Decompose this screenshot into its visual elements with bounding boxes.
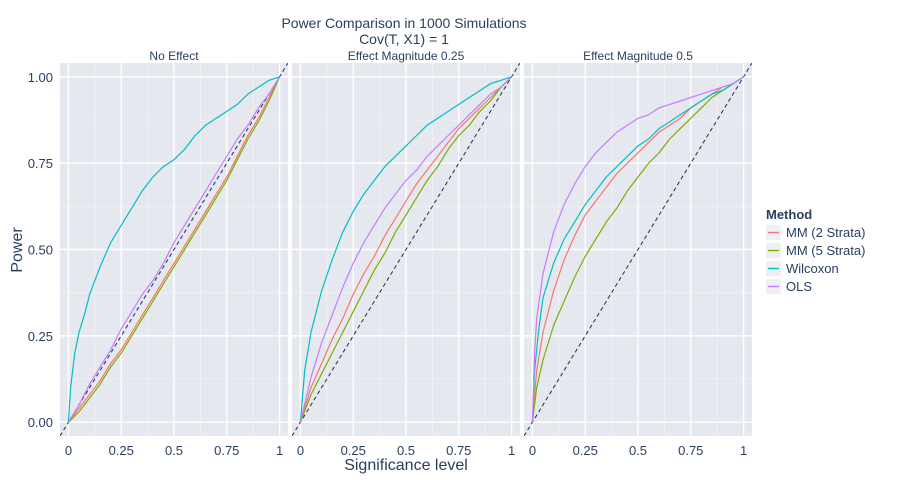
series-line-wilcoxon [299, 76, 512, 423]
panel-strip [524, 48, 752, 63]
panel-1: No Effect 0 0.25 0.5 0.75 1 [60, 48, 288, 458]
legend-label: OLS [786, 279, 812, 294]
series-line-mm-5-strata [67, 76, 281, 423]
x-tick-label: 0.5 [629, 443, 647, 458]
series-line-ols [299, 76, 513, 423]
panel-strip [60, 48, 288, 63]
series-line-ols [531, 76, 744, 423]
legend: Method MM (2 Strata) MM (5 Strata) Wilcoxo… [766, 207, 865, 294]
y-tick-label: 0.00 [28, 415, 53, 430]
x-tick-label: 1 [276, 443, 283, 458]
panel-strip-label: Effect Magnitude 0.25 [348, 49, 465, 63]
chart-subtitle: Cov(T, X1) = 1 [359, 31, 449, 47]
x-tick-label: 0 [65, 443, 72, 458]
series-line-ols [67, 76, 281, 423]
legend-entry: Wilcoxon [766, 261, 839, 276]
x-tick-label: 0.75 [678, 443, 703, 458]
x-tick-label: 0.75 [214, 443, 239, 458]
y-tick-label: 0.25 [28, 329, 53, 344]
legend-entry: MM (2 Strata) [766, 225, 865, 240]
legend-entry: OLS [766, 279, 812, 294]
series-line-mm-2-strata [299, 76, 513, 423]
y-tick-label: 0.50 [28, 243, 53, 258]
panel-strip-label: No Effect [149, 49, 199, 63]
x-tick-label: 0 [529, 443, 536, 458]
x-axis-title: Significance level [344, 457, 468, 474]
legend-title: Method [766, 207, 812, 222]
chart-title: Power Comparison in 1000 Simulations [281, 15, 526, 31]
x-tick-label: 0.5 [165, 443, 183, 458]
x-tick-label: 0.25 [109, 443, 134, 458]
legend-label: MM (2 Strata) [786, 225, 865, 240]
series-line-wilcoxon [67, 76, 280, 423]
y-tick-label: 1.00 [28, 70, 53, 85]
reference-diagonal-line [292, 63, 520, 436]
series-line-wilcoxon [531, 76, 744, 423]
y-tick-label: 0.75 [28, 156, 53, 171]
series-line-mm-5-strata [531, 76, 744, 423]
x-tick-label: 1 [508, 443, 515, 458]
legend-label: Wilcoxon [786, 261, 839, 276]
reference-diagonal-line [524, 63, 752, 436]
series-line-mm-2-strata [67, 76, 281, 423]
x-tick-label: 1 [740, 443, 747, 458]
legend-entry: MM (5 Strata) [766, 243, 865, 258]
reference-diagonal-line [60, 63, 288, 436]
legend-label: MM (5 Strata) [786, 243, 865, 258]
y-axis-title: Power [9, 227, 26, 273]
x-tick-label: 0.5 [397, 443, 415, 458]
x-tick-label: 0.75 [446, 443, 471, 458]
series-line-mm-5-strata [299, 76, 513, 423]
panel-strip [292, 48, 520, 63]
x-tick-label: 0.25 [341, 443, 366, 458]
panel-strip-label: Effect Magnitude 0.5 [583, 49, 693, 63]
x-tick-label: 0.25 [573, 443, 598, 458]
panel-2: Effect Magnitude 0.25 0 0.25 0.5 0.75 1 [292, 48, 520, 458]
panel-3: Effect Magnitude 0.5 0 0.25 0.5 0.75 1 [524, 48, 752, 458]
x-tick-label: 0 [297, 443, 304, 458]
